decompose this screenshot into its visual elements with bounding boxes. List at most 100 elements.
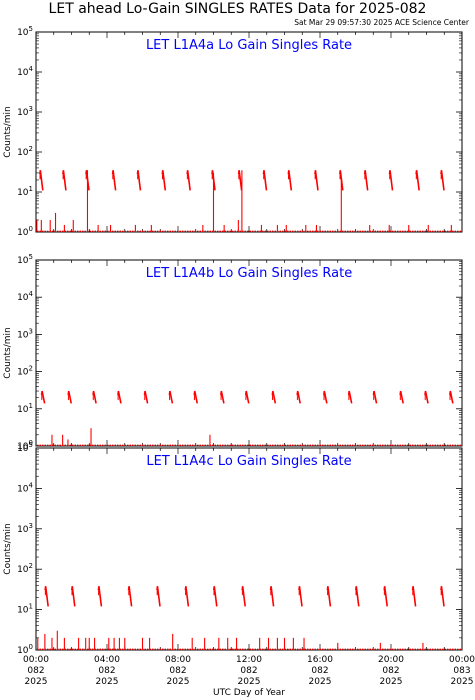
data-spike	[184, 586, 190, 607]
data-spike	[339, 170, 344, 191]
x-tick-label: 00:00	[449, 655, 475, 665]
data-spike	[127, 586, 133, 607]
data-spike	[296, 390, 301, 404]
data-spike	[399, 390, 404, 404]
x-tick-label: 082	[311, 666, 328, 676]
data-spike	[220, 390, 225, 404]
data-spike	[326, 586, 332, 607]
data-spike	[136, 170, 142, 191]
data-spike	[372, 390, 378, 404]
timestamp: Sat Mar 29 09:57:30 2025 ACE Science Cen…	[294, 18, 469, 27]
x-tick-label: 16:00	[307, 655, 333, 665]
y-axis-label: Counts/min	[3, 523, 13, 574]
y-tick-label: 100	[17, 225, 33, 238]
data-spike	[92, 390, 97, 404]
y-tick-label: 102	[17, 365, 33, 378]
y-tick-label: 100	[17, 439, 33, 452]
data-spike	[411, 586, 417, 607]
y-axis-label: Counts/min	[3, 106, 13, 157]
data-spike	[161, 170, 167, 191]
data-spike	[424, 390, 429, 404]
plot-frame	[35, 447, 463, 651]
page-title: LET ahead Lo-Gain SINGLES RATES Data for…	[48, 1, 427, 17]
chart-panel-2: 100 101 102 103 104 105 LET L1A4b Lo Gain Sing…	[3, 253, 463, 452]
plot-frame	[35, 259, 463, 447]
y-tick-label: 105	[17, 253, 33, 266]
chart-panel-3: 100 101 102 103 104 105 LET L1A4c Lo Gain Sing…	[3, 441, 475, 698]
data-spike	[85, 170, 90, 191]
y-tick-label: 104	[17, 65, 33, 78]
y-tick-label: 101	[17, 185, 33, 198]
x-tick-label: 04:00	[94, 655, 120, 665]
data-spike	[314, 170, 319, 191]
y-tick-label: 104	[17, 290, 33, 303]
x-tick-label: 2025	[238, 677, 261, 687]
data-spike	[70, 586, 76, 607]
data-spike	[212, 586, 218, 607]
panel-title: LET L1A4b Lo Gain Singles Rate	[146, 266, 352, 281]
x-tick-label: 12:00	[236, 655, 262, 665]
panel-title: LET L1A4a Lo Gain Singles Rate	[146, 38, 352, 53]
plot-frame	[35, 31, 463, 233]
data-spike	[186, 170, 191, 191]
data-spike	[156, 586, 161, 607]
y-tick-label: 102	[17, 145, 33, 158]
data-spike	[97, 586, 103, 607]
data-spike	[67, 390, 73, 404]
data-spike	[347, 390, 353, 404]
y-tick-label: 102	[17, 562, 33, 575]
x-tick-label: 082	[240, 666, 257, 676]
data-spike	[449, 390, 454, 404]
data-spike	[323, 390, 328, 404]
y-tick-label: 105	[17, 441, 33, 454]
data-spike	[383, 586, 388, 607]
data-spike	[271, 390, 277, 404]
x-tick-label: 08:00	[165, 655, 191, 665]
data-spike	[388, 170, 394, 191]
data-spike	[237, 170, 243, 191]
data-spike	[62, 170, 67, 191]
data-spike	[39, 170, 44, 191]
x-tick-label: 2025	[167, 677, 190, 687]
x-tick-label: 2025	[380, 677, 403, 687]
x-tick-label: 083	[453, 666, 470, 676]
data-spike	[143, 390, 149, 404]
x-tick-label: 2025	[96, 677, 119, 687]
data-spike	[440, 586, 445, 607]
data-spike	[40, 390, 46, 404]
data-spike	[262, 170, 268, 191]
x-tick-label: 2025	[451, 677, 474, 687]
y-tick-label: 101	[17, 402, 33, 415]
y-tick-label: 101	[17, 603, 33, 616]
y-tick-label: 100	[17, 643, 33, 656]
data-spike	[211, 170, 216, 191]
y-tick-label: 105	[17, 25, 33, 38]
x-tick-label: 082	[98, 666, 115, 676]
data-spike	[193, 390, 199, 404]
y-tick-label: 103	[17, 105, 33, 118]
y-tick-label: 104	[17, 481, 33, 494]
data-spike	[168, 390, 174, 404]
data-spike	[244, 390, 250, 404]
data-spike	[44, 586, 49, 607]
x-tick-label: 00:00	[23, 655, 49, 665]
chart-panel-1: 100 101 102 103 104 105 LET L1A4a Lo Gain Sing…	[3, 25, 463, 238]
x-tick-label: 2025	[309, 677, 332, 687]
data-spike	[440, 170, 445, 191]
data-spike	[287, 170, 293, 191]
data-spike	[241, 586, 246, 607]
y-tick-label: 103	[17, 522, 33, 535]
x-tick-label: 082	[169, 666, 186, 676]
y-tick-label: 103	[17, 327, 33, 340]
x-axis-label: UTC Day of Year	[213, 688, 285, 698]
data-spike	[363, 170, 369, 191]
data-spike	[269, 586, 275, 607]
data-spike	[117, 390, 122, 404]
panel-title: LET L1A4c Lo Gain Singles Rate	[146, 454, 351, 469]
y-axis-label: Counts/min	[3, 327, 13, 378]
data-spike	[298, 586, 303, 607]
x-tick-label: 082	[27, 666, 44, 676]
x-tick-label: 082	[382, 666, 399, 676]
